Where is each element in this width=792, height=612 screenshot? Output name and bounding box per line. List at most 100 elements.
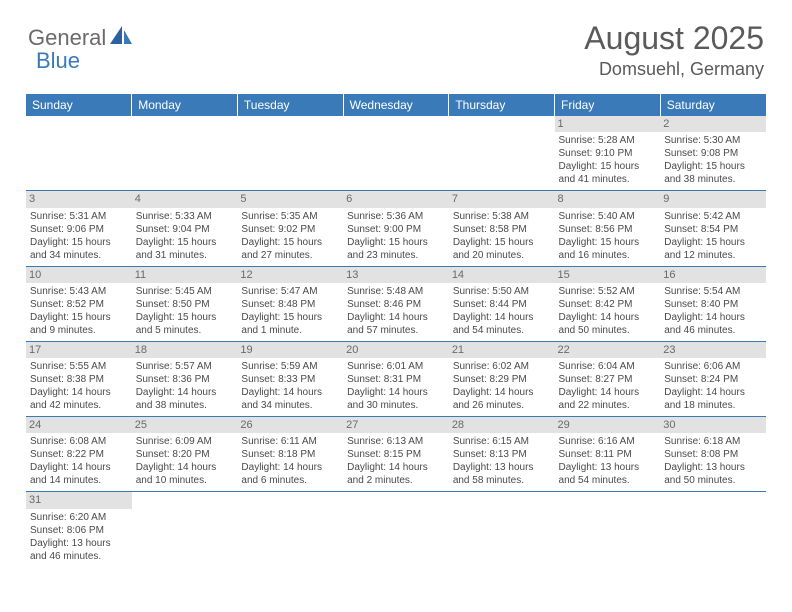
sunset-line: Sunset: 8:22 PM (30, 448, 128, 461)
calendar-cell: 24Sunrise: 6:08 AMSunset: 8:22 PMDayligh… (26, 417, 132, 492)
day-number: 10 (26, 267, 132, 283)
sunrise-line: Sunrise: 5:47 AM (241, 285, 339, 298)
daylight-line: Daylight: 15 hours and 1 minute. (241, 311, 339, 337)
daylight-line: Daylight: 14 hours and 42 minutes. (30, 386, 128, 412)
daylight-line: Daylight: 15 hours and 38 minutes. (664, 160, 762, 186)
daylight-line: Daylight: 14 hours and 6 minutes. (241, 461, 339, 487)
day-number: 3 (26, 191, 132, 207)
logo-text-blue: Blue (36, 48, 80, 73)
calendar-cell: 3Sunrise: 5:31 AMSunset: 9:06 PMDaylight… (26, 191, 132, 266)
daylight-line: Daylight: 14 hours and 2 minutes. (347, 461, 445, 487)
sunset-line: Sunset: 8:24 PM (664, 373, 762, 386)
day-number: 23 (660, 342, 766, 358)
day-number: 30 (660, 417, 766, 433)
logo-part2-wrap: Blue (36, 48, 80, 74)
day-number: 11 (132, 267, 238, 283)
calendar-cell-empty (343, 116, 449, 191)
sunset-line: Sunset: 8:58 PM (453, 223, 551, 236)
sunset-line: Sunset: 9:06 PM (30, 223, 128, 236)
calendar-cell: 26Sunrise: 6:11 AMSunset: 8:18 PMDayligh… (237, 417, 343, 492)
day-number: 25 (132, 417, 238, 433)
daylight-line: Daylight: 15 hours and 12 minutes. (664, 236, 762, 262)
day-number: 21 (449, 342, 555, 358)
daylight-line: Daylight: 14 hours and 26 minutes. (453, 386, 551, 412)
sunrise-line: Sunrise: 5:36 AM (347, 210, 445, 223)
sunset-line: Sunset: 8:46 PM (347, 298, 445, 311)
day-number: 28 (449, 417, 555, 433)
sunset-line: Sunset: 8:06 PM (30, 524, 128, 537)
daylight-line: Daylight: 14 hours and 34 minutes. (241, 386, 339, 412)
weekday-header: Saturday (660, 94, 766, 116)
weekday-header: Sunday (26, 94, 132, 116)
location: Domsuehl, Germany (584, 59, 764, 80)
sunrise-line: Sunrise: 5:57 AM (136, 360, 234, 373)
sunrise-line: Sunrise: 5:50 AM (453, 285, 551, 298)
sunrise-line: Sunrise: 5:54 AM (664, 285, 762, 298)
calendar-cell: 16Sunrise: 5:54 AMSunset: 8:40 PMDayligh… (660, 266, 766, 341)
calendar-cell: 14Sunrise: 5:50 AMSunset: 8:44 PMDayligh… (449, 266, 555, 341)
sunrise-line: Sunrise: 5:33 AM (136, 210, 234, 223)
sunset-line: Sunset: 8:42 PM (559, 298, 657, 311)
day-number: 31 (26, 492, 132, 508)
day-number: 29 (555, 417, 661, 433)
calendar-cell: 21Sunrise: 6:02 AMSunset: 8:29 PMDayligh… (449, 341, 555, 416)
day-number: 22 (555, 342, 661, 358)
calendar-cell: 31 Sunrise: 6:20 AMSunset: 8:06 PMDayligh… (26, 492, 132, 567)
sunset-line: Sunset: 8:44 PM (453, 298, 551, 311)
sunrise-line: Sunrise: 5:45 AM (136, 285, 234, 298)
weekday-header: Wednesday (343, 94, 449, 116)
day-number: 20 (343, 342, 449, 358)
calendar-cell: 29Sunrise: 6:16 AMSunset: 8:11 PMDayligh… (555, 417, 661, 492)
sunset-line: Sunset: 9:10 PM (559, 147, 657, 160)
daylight-line: Daylight: 13 hours and 50 minutes. (664, 461, 762, 487)
weekday-header: Friday (555, 94, 661, 116)
calendar-cell: 4Sunrise: 5:33 AMSunset: 9:04 PMDaylight… (132, 191, 238, 266)
daylight-line: Daylight: 14 hours and 50 minutes. (559, 311, 657, 337)
day-number: 17 (26, 342, 132, 358)
day-number: 16 (660, 267, 766, 283)
daylight-line: Daylight: 14 hours and 14 minutes. (30, 461, 128, 487)
daylight-line: Daylight: 14 hours and 54 minutes. (453, 311, 551, 337)
calendar-cell-empty (449, 492, 555, 567)
sunrise-line: Sunrise: 6:20 AM (30, 511, 128, 524)
calendar-cell-empty (237, 492, 343, 567)
day-number: 7 (449, 191, 555, 207)
sunset-line: Sunset: 8:29 PM (453, 373, 551, 386)
daylight-line: Daylight: 14 hours and 30 minutes. (347, 386, 445, 412)
calendar-cell: 19Sunrise: 5:59 AMSunset: 8:33 PMDayligh… (237, 341, 343, 416)
sunset-line: Sunset: 8:15 PM (347, 448, 445, 461)
sail-icon (108, 24, 134, 51)
daylight-line: Daylight: 14 hours and 22 minutes. (559, 386, 657, 412)
sunset-line: Sunset: 8:13 PM (453, 448, 551, 461)
sunset-line: Sunset: 8:08 PM (664, 448, 762, 461)
logo: General (28, 24, 134, 51)
calendar-cell-empty (555, 492, 661, 567)
sunset-line: Sunset: 8:20 PM (136, 448, 234, 461)
daylight-line: Daylight: 14 hours and 18 minutes. (664, 386, 762, 412)
sunrise-line: Sunrise: 5:48 AM (347, 285, 445, 298)
sunset-line: Sunset: 9:04 PM (136, 223, 234, 236)
calendar-cell: 6Sunrise: 5:36 AMSunset: 9:00 PMDaylight… (343, 191, 449, 266)
sunset-line: Sunset: 8:11 PM (559, 448, 657, 461)
daylight-line: Daylight: 15 hours and 5 minutes. (136, 311, 234, 337)
logo-text-general: General (28, 25, 106, 51)
daylight-line: Daylight: 15 hours and 27 minutes. (241, 236, 339, 262)
calendar-cell-empty (132, 116, 238, 191)
sunset-line: Sunset: 8:50 PM (136, 298, 234, 311)
day-number: 6 (343, 191, 449, 207)
sunrise-line: Sunrise: 5:40 AM (559, 210, 657, 223)
daylight-line: Daylight: 15 hours and 20 minutes. (453, 236, 551, 262)
sunrise-line: Sunrise: 5:28 AM (559, 134, 657, 147)
sunrise-line: Sunrise: 6:04 AM (559, 360, 657, 373)
day-number: 24 (26, 417, 132, 433)
sunset-line: Sunset: 9:00 PM (347, 223, 445, 236)
calendar-cell: 8Sunrise: 5:40 AMSunset: 8:56 PMDaylight… (555, 191, 661, 266)
calendar-cell: 5Sunrise: 5:35 AMSunset: 9:02 PMDaylight… (237, 191, 343, 266)
daylight-line: Daylight: 13 hours and 46 minutes. (30, 537, 128, 563)
calendar-cell-empty (660, 492, 766, 567)
sunrise-line: Sunrise: 5:55 AM (30, 360, 128, 373)
weekday-header: Thursday (449, 94, 555, 116)
sunset-line: Sunset: 8:52 PM (30, 298, 128, 311)
calendar-cell: 12Sunrise: 5:47 AMSunset: 8:48 PMDayligh… (237, 266, 343, 341)
sunrise-line: Sunrise: 5:35 AM (241, 210, 339, 223)
